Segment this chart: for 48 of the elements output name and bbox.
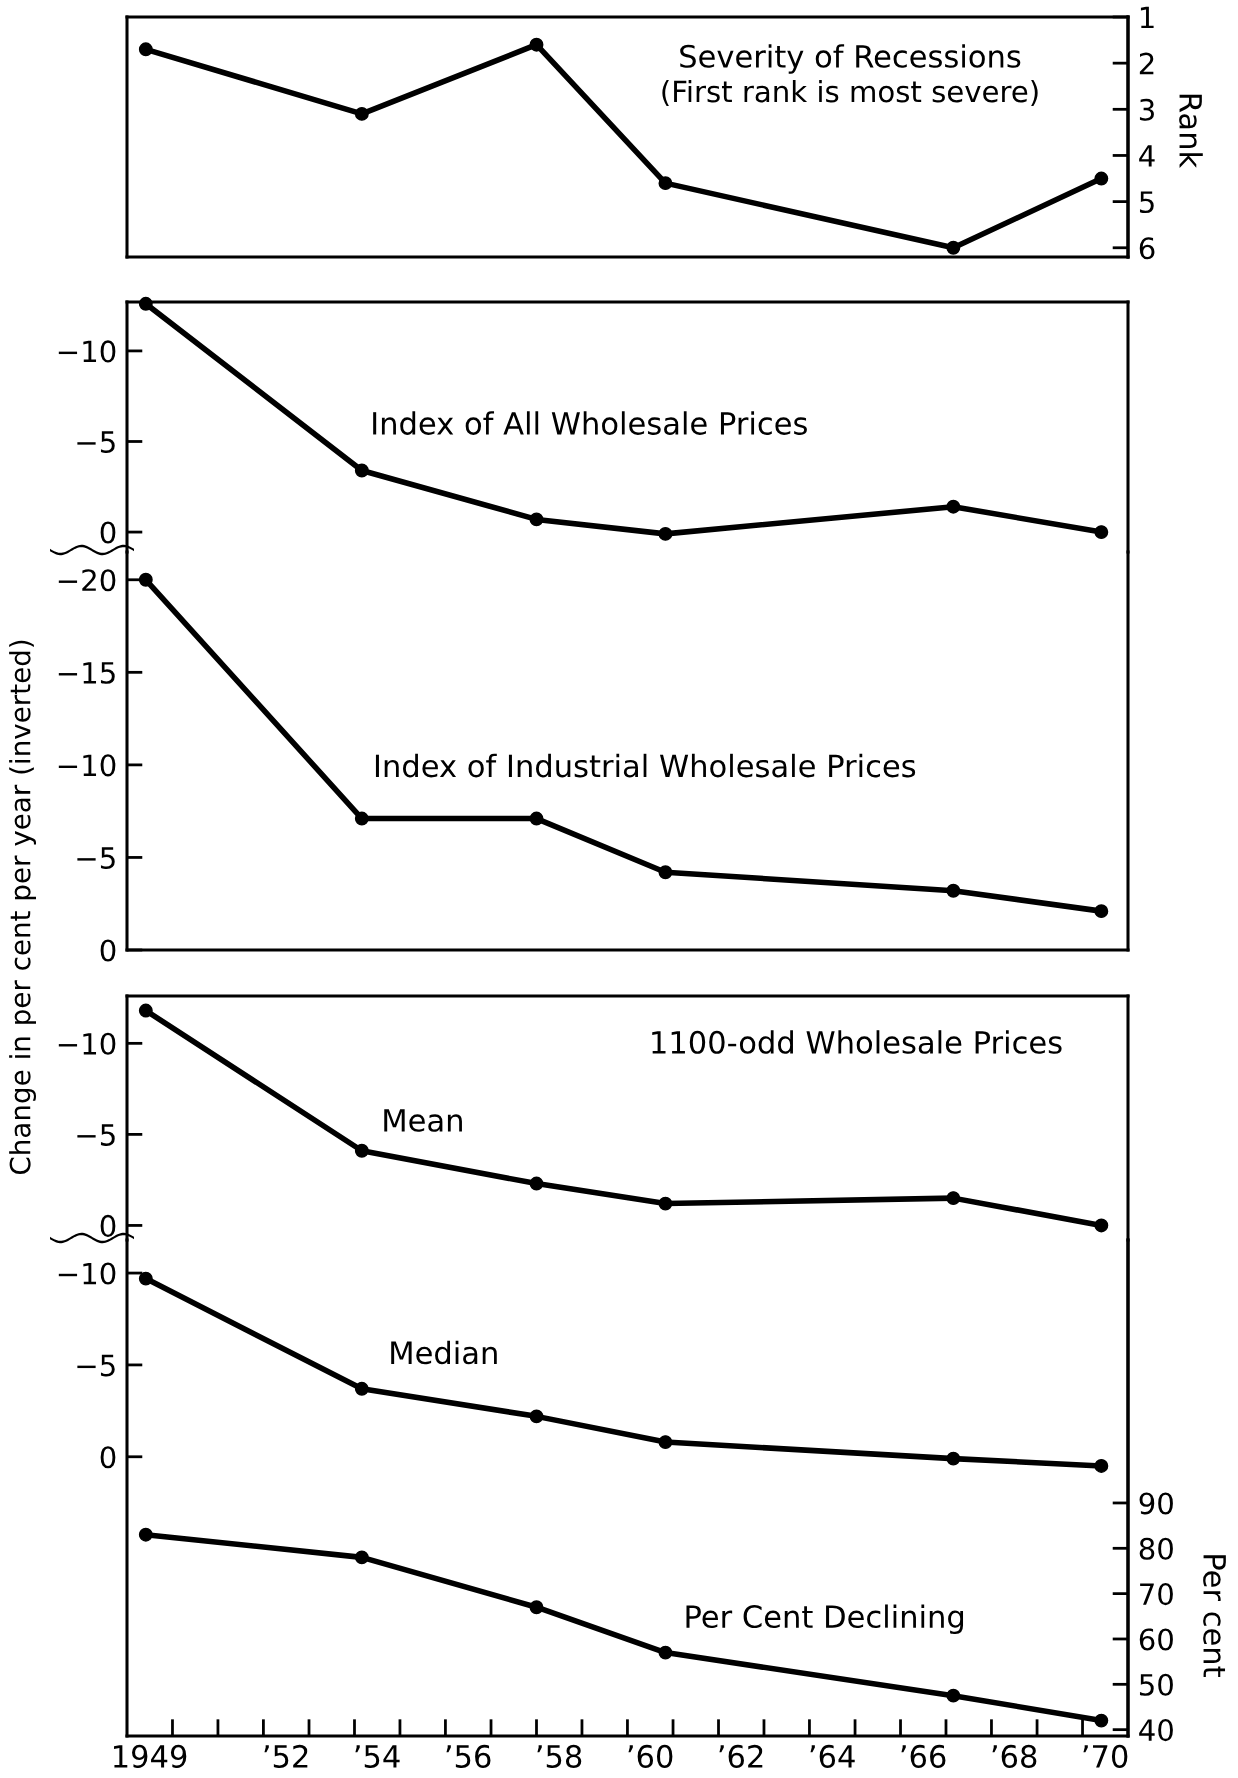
y2-tick-label: 50	[1139, 1673, 1173, 1696]
y2-tick-label: 60	[1139, 1628, 1173, 1651]
y-tick-label: −5	[77, 431, 115, 453]
y2-tick-label: 80	[1139, 1537, 1173, 1560]
text: Severity of Recessions	[680, 44, 1021, 74]
y2-axis-title: Rank	[1179, 94, 1203, 169]
y-tick-label: 0	[100, 521, 116, 544]
y2-tick-label: 4	[1139, 145, 1155, 167]
y-tick-label: −5	[77, 1354, 115, 1377]
y-tick-label: −5	[77, 847, 115, 869]
y-tick-label: 0	[100, 1446, 116, 1469]
y2-tick-label: 5	[1139, 191, 1154, 214]
y-tick-label: 0	[100, 1214, 116, 1237]
text: (First rank is most severe)	[662, 79, 1038, 106]
y2-tick-label: 90	[1139, 1492, 1173, 1515]
x-tick-label: ’60	[628, 1744, 673, 1768]
y2-tick-label: 3	[1139, 98, 1154, 121]
y2-tick-label: 1	[1140, 6, 1154, 29]
y-axis-title: Change in per cent per year (inverted)	[9, 640, 36, 1175]
series-label: Index of Industrial Wholesale Prices	[375, 753, 916, 778]
x-tick-label: ’70	[1083, 1744, 1128, 1768]
x-tick-label: ’52	[264, 1744, 308, 1768]
series-label: Per Cent Declining	[686, 1604, 964, 1635]
y-tick-label: −10	[58, 754, 116, 777]
y-tick-label: −20	[58, 569, 116, 592]
y-tick-label: 0	[100, 939, 116, 962]
y-tick-label: −10	[58, 1262, 116, 1285]
series-label: Mean	[384, 1109, 462, 1132]
series-label: Median	[391, 1340, 497, 1365]
y-tick-label: −10	[58, 1032, 116, 1055]
y2-tick-label: 40	[1139, 1719, 1173, 1742]
x-tick-label: ’56	[446, 1744, 491, 1768]
x-tick-label: 1949	[114, 1744, 187, 1768]
x-tick-label: ’58	[537, 1744, 582, 1768]
y2-axis-title: Per cent	[1203, 1555, 1226, 1677]
y2-tick-label: 6	[1139, 237, 1155, 260]
y-tick-label: −15	[58, 662, 115, 684]
x-tick-label: ’62	[719, 1744, 763, 1768]
y2-tick-label: 70	[1140, 1583, 1173, 1606]
x-tick-label: ’66	[901, 1744, 946, 1768]
x-tick-label: ’54	[355, 1745, 400, 1768]
x-tick-label: ’68	[992, 1744, 1037, 1768]
y2-tick-label: 2	[1139, 52, 1154, 75]
text: 1100-odd Wholesale Prices	[652, 1030, 1062, 1054]
y-tick-label: −10	[58, 340, 116, 363]
series-label: Index of All Wholesale Prices	[373, 411, 807, 435]
x-tick-label: ’64	[810, 1744, 855, 1768]
y-tick-label: −5	[77, 1124, 115, 1146]
